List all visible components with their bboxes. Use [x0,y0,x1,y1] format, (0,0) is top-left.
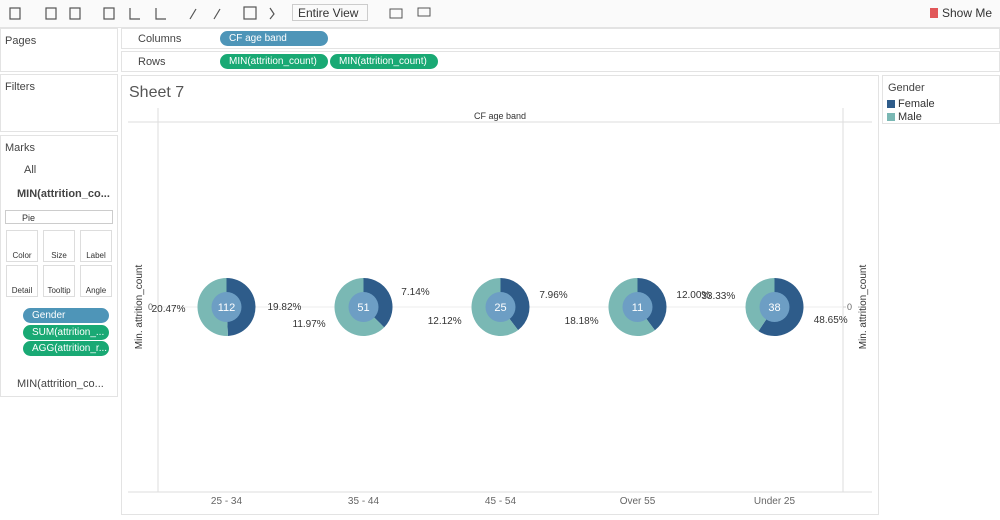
total-label: 11 [632,302,643,314]
label-button[interactable]: Label [80,230,112,262]
rows-label: Rows [138,56,166,68]
donut-hole [211,292,242,322]
rows-shelf: Rows MIN(attrition_count) MIN(attrition_… [121,51,1000,72]
row-pill[interactable]: MIN(attrition_count) [220,54,328,69]
x-tick-label: 45 - 54 [485,496,517,507]
value-label: 7.14% [401,287,429,298]
value-label: 7.96% [539,290,567,301]
detail-button[interactable]: Detail [6,265,38,297]
tooltip-button[interactable]: Tooltip [43,265,75,297]
sheet-title: Sheet 7 [129,84,185,101]
toolbar-icons-2 [389,7,431,19]
donut-hole [348,292,379,322]
legend-item[interactable]: Female [887,98,935,110]
toolbar: Entire View Show Me [0,0,1000,28]
y2-axis-label: Min. attrition_count [858,265,869,350]
y-tick-label: 0 [148,302,153,312]
value-label: 12.00% [676,290,710,301]
value-label: 19.82% [267,302,301,313]
marks-title: Marks [5,142,35,154]
total-label: 25 [494,302,506,314]
legend-label: Female [898,98,935,110]
field-pill[interactable]: AGG(attrition_r... [23,341,109,356]
value-label: 20.47% [152,304,186,315]
pages-card: Pages [0,28,118,72]
pages-title: Pages [5,35,37,47]
show-me[interactable]: Show Me [930,6,992,20]
y-axis-label: Min. attrition_count [134,265,145,350]
field-pill[interactable]: Gender [23,308,109,323]
toolbar-icons [9,6,275,20]
mark-type[interactable]: Pie [5,210,113,224]
marks-measure[interactable]: MIN(attrition_co... [17,188,110,200]
value-label: 11.97% [293,319,326,330]
x-tick-label: 25 - 34 [211,496,243,507]
pie-slice [363,278,393,328]
field-pill[interactable]: SUM(attrition_... [23,325,109,340]
color-button[interactable]: Color [6,230,38,262]
view-dropdown[interactable]: Entire View [292,4,368,21]
x-tick-label: 35 - 44 [348,496,380,507]
columns-label: Columns [138,33,182,45]
y2-tick-label: 0 [847,302,852,312]
legend-item[interactable]: Male [887,111,922,123]
total-label: 112 [218,302,236,314]
donut-hole [485,292,516,322]
row-pill[interactable]: MIN(attrition_count) [330,54,438,69]
legend-swatch [887,100,895,108]
x-tick-label: Under 25 [754,496,796,507]
angle-button[interactable]: Angle [80,265,112,297]
value-label: 12.12% [428,316,462,327]
donut-hole [622,292,653,322]
x-tick-label: Over 55 [620,496,656,507]
column-pill[interactable]: CF age band [220,31,328,46]
value-label: 18.18% [565,316,599,327]
legend-title: Gender [888,82,925,94]
filters-title: Filters [5,81,35,93]
legend-swatch [887,113,895,121]
columns-shelf: Columns CF age band [121,28,1000,49]
size-button[interactable]: Size [43,230,75,262]
legend: Gender Female Male [882,75,1000,124]
show-me-label[interactable]: Show Me [942,6,993,20]
total-label: 51 [357,302,369,314]
value-label: 48.65% [814,315,848,326]
total-label: 38 [768,302,780,314]
column-header: CF age band [474,111,526,121]
marks-all[interactable]: All [24,164,37,176]
legend-label: Male [898,111,922,123]
marks-measure-2[interactable]: MIN(attrition_co... [17,378,104,390]
donut-hole [759,292,790,322]
marks-card: Marks All MIN(attrition_co... Pie Color … [0,135,118,397]
value-label: 33.33% [701,291,735,302]
filters-card: Filters [0,74,118,132]
